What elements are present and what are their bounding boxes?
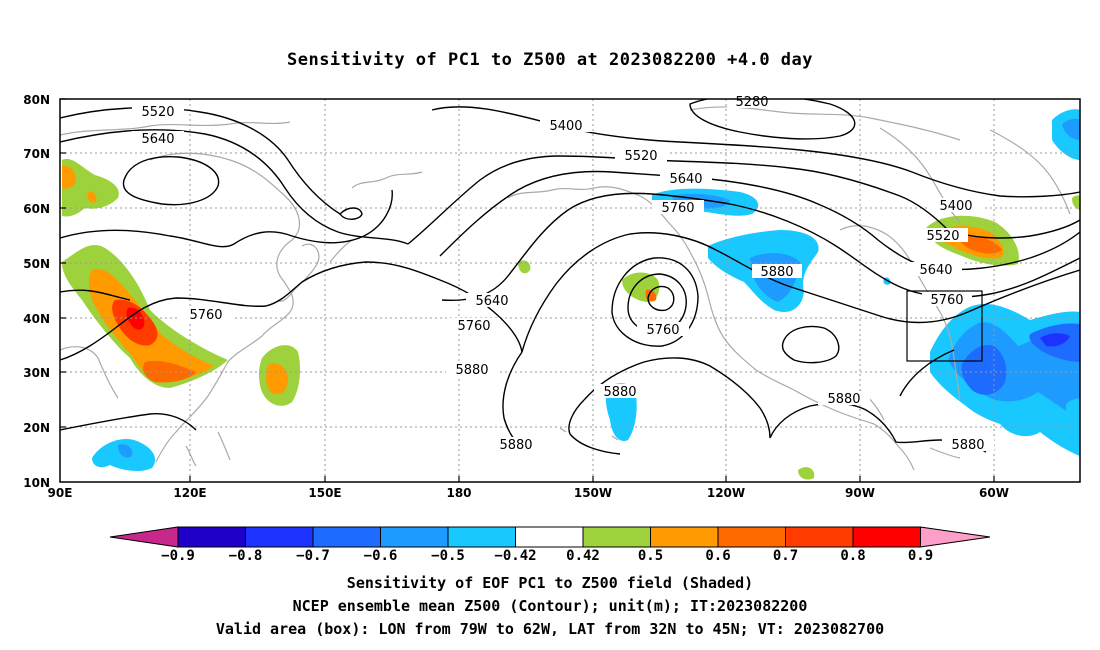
- contour-label: 5640: [919, 263, 952, 278]
- lat-label: 20N: [23, 421, 50, 435]
- contour-5640-mid: [439, 170, 1080, 271]
- contour-cutoff-outer: [611, 257, 699, 347]
- colorbar-tick-label: −0.5: [431, 548, 465, 564]
- lat-label: 50N: [23, 257, 50, 271]
- contour-label: 5520: [141, 105, 174, 120]
- contour-label: 5760: [646, 323, 679, 338]
- colorbar: −0.9 −0.8 −0.7 −0.6 −0.5 −0.42 0.42 0.5 0.6 0.7 0.…: [109, 526, 991, 564]
- colorbar-high-end: [919, 526, 991, 548]
- footer-line-1: Sensitivity of EOF PC1 to Z500 field (Sh…: [346, 574, 754, 592]
- contour-5400-north: [431, 106, 1080, 198]
- lat-label: 70N: [23, 147, 50, 161]
- contour-cutoff-inner: [647, 285, 675, 312]
- contour-label: 5400: [939, 199, 972, 214]
- colorbar-tick-label: −0.6: [364, 548, 398, 564]
- contour-label: 5880: [827, 392, 860, 407]
- colorbar-tick-label: −0.42: [494, 548, 536, 564]
- contour-label: 5400: [549, 119, 582, 134]
- contour-5760-mid: [60, 192, 1080, 302]
- contour-5880-southwest: [568, 399, 621, 455]
- coastlines: [60, 106, 1071, 471]
- contour-label: 5880: [603, 385, 636, 400]
- colorbar-segment: [447, 526, 516, 548]
- lon-label: 180: [446, 486, 471, 500]
- contour-label: 5760: [930, 293, 963, 308]
- lon-label: 90E: [48, 486, 73, 500]
- colorbar-segment: [650, 526, 719, 548]
- lon-label: 90W: [845, 486, 875, 500]
- colorbar-tick-label: −0.8: [229, 548, 263, 564]
- latitude-labels: 80N 70N 60N 50N 40N 30N 20N 10N: [23, 93, 50, 490]
- colorbar-segment: [380, 526, 449, 548]
- lat-label: 30N: [23, 366, 50, 380]
- lat-label: 10N: [23, 476, 50, 490]
- contour-5520-mid: [407, 155, 1080, 245]
- lon-label: 120W: [707, 486, 745, 500]
- lat-label: 60N: [23, 202, 50, 216]
- contour-label: 5520: [624, 149, 657, 164]
- contour-5640-west: [60, 129, 409, 245]
- colorbar-tick-label: 0.6: [705, 548, 730, 564]
- contour-label: 5760: [661, 201, 694, 216]
- contour-5880-south: [583, 357, 987, 453]
- positive-patch-siberia: [62, 158, 119, 217]
- colorbar-tick-label: −0.9: [161, 548, 195, 564]
- contour-label: 5880: [499, 438, 532, 453]
- contour-label: 5880: [951, 438, 984, 453]
- footer-line-3: Valid area (box): LON from 79W to 62W, L…: [215, 620, 885, 638]
- plot-frame: [59, 98, 1081, 483]
- colorbar-tick-label: 0.9: [908, 548, 933, 564]
- colorbar-segment: [515, 526, 584, 548]
- contour-5880-asia-south: [60, 413, 197, 431]
- longitude-labels: 90E 120E 150E 180 150W 120W 90W 60W: [48, 486, 1009, 500]
- contour-atlantic-low: [899, 349, 955, 397]
- contour-label: 5760: [457, 319, 490, 334]
- lon-label: 120E: [173, 486, 206, 500]
- contour-label: 5520: [926, 229, 959, 244]
- colorbar-segment: [177, 526, 246, 548]
- lon-label: 150W: [574, 486, 612, 500]
- colorbar-tick-label: 0.7: [773, 548, 798, 564]
- contour-label: 5640: [669, 172, 702, 187]
- colorbar-tick-label: 0.42: [566, 548, 600, 564]
- contour-5880-east-low: [781, 325, 840, 364]
- contour-5880-asia: [60, 261, 441, 361]
- valid-area-box: [906, 290, 983, 362]
- lon-label: 60W: [979, 486, 1009, 500]
- footer-line-2: NCEP ensemble mean Z500 (Contour); unit(…: [292, 597, 808, 615]
- contour-label: 5880: [455, 363, 488, 378]
- contour-label: 5880: [760, 265, 793, 280]
- colorbar-tick-label: 0.5: [638, 548, 663, 564]
- colorbar-tick-label: −0.7: [296, 548, 330, 564]
- colorbar-segment: [312, 526, 381, 548]
- contour-labels: 5520 5640 5280 5400 5520 5640 5760 5400 …: [132, 94, 994, 453]
- positive-patch-small: [518, 260, 531, 274]
- lat-label: 40N: [23, 312, 50, 326]
- colorbar-segment: [582, 526, 651, 548]
- contour-5280-ring: [689, 99, 856, 140]
- colorbar-low-end: [109, 526, 179, 548]
- contour-low-siberia: [122, 155, 220, 206]
- contour-5760-west: [60, 189, 393, 248]
- colorbar-tick-label: 0.8: [840, 548, 865, 564]
- contour-label: 5640: [141, 132, 174, 147]
- colorbar-segment: [785, 526, 854, 548]
- colorbar-segment: [245, 526, 314, 548]
- colorbar-segment: [852, 526, 921, 548]
- axis-ticks: [60, 98, 995, 482]
- map-title: Sensitivity of PC1 to Z500 at 2023082200…: [286, 50, 813, 70]
- contour-5880-pacific: [502, 351, 523, 447]
- contour-label: 5760: [189, 308, 222, 323]
- contour-small-low: [339, 207, 363, 220]
- lat-label: 80N: [23, 93, 50, 107]
- contour-5520-west: [60, 107, 341, 215]
- contour-label: 5280: [735, 95, 768, 110]
- lon-label: 150E: [308, 486, 341, 500]
- contour-label: 5640: [475, 294, 508, 309]
- colorbar-segment: [717, 526, 786, 548]
